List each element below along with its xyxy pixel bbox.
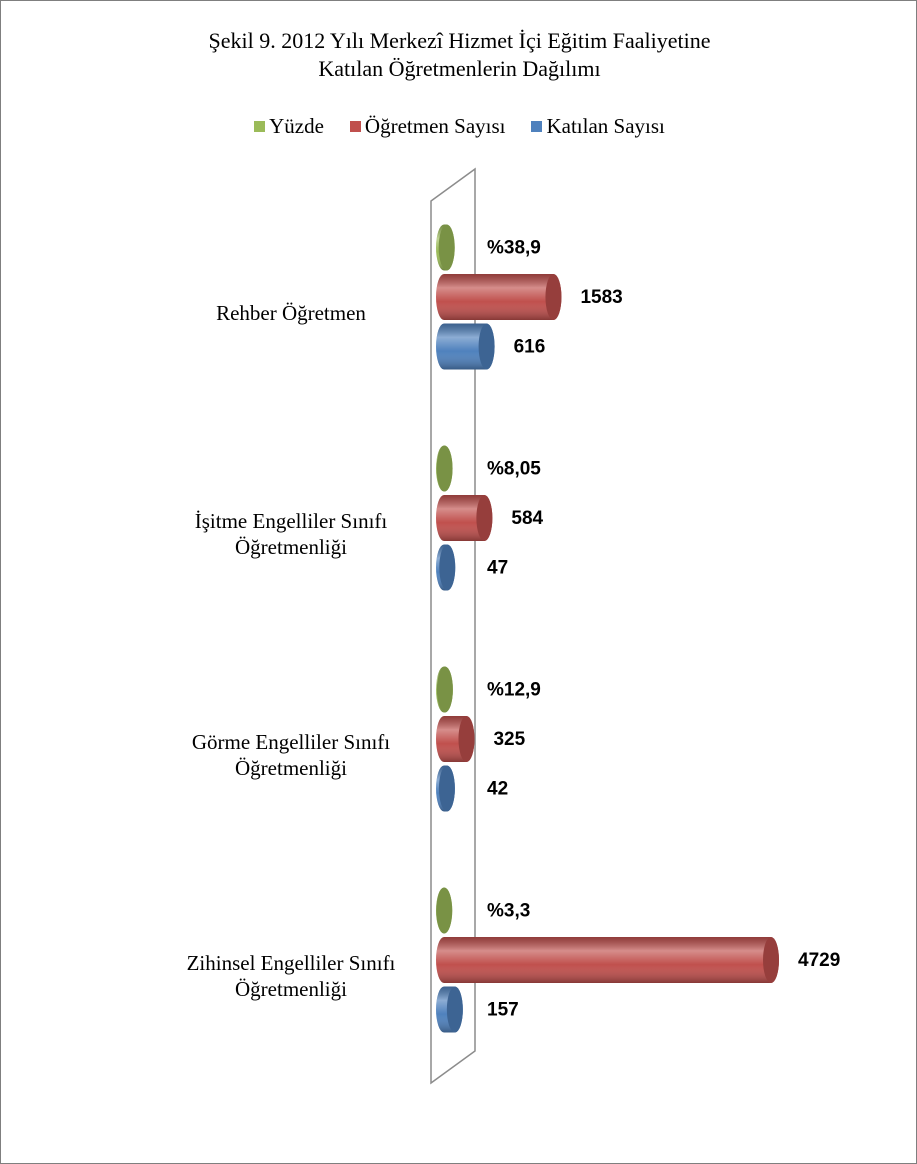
data-label: 325 [493,729,525,750]
category-label: Zihinsel Engelliler Sınıfı Öğretmenliği [186,951,396,1001]
legend-item: Öğretmen Sayısı [349,114,506,139]
bar-cap-shade [476,495,493,541]
data-label: 1583 [580,287,622,308]
bar-cap [438,224,455,271]
data-label: 42 [487,779,508,800]
data-label: 4729 [798,950,840,971]
bar-cap [439,544,456,591]
bar-cap-shade [436,445,453,492]
bar-cap-shade [439,544,456,591]
bar-cap-shade [478,323,495,370]
bar-cap [436,887,453,934]
legend-swatch [531,121,543,132]
legend-swatch [349,121,361,132]
bar-shade [436,274,562,320]
category-label: Görme Engelliler Sınıfı Öğretmenliği [191,730,391,780]
data-label: 584 [511,508,543,529]
bar-cap [545,274,562,320]
bar-cap [763,937,779,983]
bar-cap-shade [545,274,562,320]
bar-cap-shade [458,716,475,762]
bar-cap-shade [438,224,455,271]
legend-item: Yüzde [254,114,324,139]
legend-label: Öğretmen Sayısı [364,114,506,138]
data-label: 47 [487,558,508,579]
bar-cap [446,986,463,1033]
category-label: Rehber Öğretmen [216,301,366,325]
data-label: %3,3 [487,901,530,922]
data-label: %38,9 [487,238,541,259]
legend-label: Katılan Sayısı [546,114,665,138]
bar-cap-shade [438,765,455,812]
back-wall [430,167,476,1085]
data-label: %12,9 [487,680,541,701]
legend-swatch [254,121,266,132]
bar-cap [436,666,453,713]
chart-title: Şekil 9. 2012 Yılı Merkezî Hizmet İçi Eğ… [208,28,711,81]
bar-cap [478,323,495,370]
bar-shade [436,937,779,983]
data-label: %8,05 [487,459,541,480]
bar-cap-shade [436,887,453,934]
bar-cap-shade [446,986,463,1033]
data-label: 157 [487,1000,519,1021]
category-label: İşitme Engelliler Sınıfı Öğretmenliği [194,509,388,559]
bar-cap-shade [763,937,779,983]
bar-cap [438,765,455,812]
bar-cap [476,495,493,541]
bar-cap-shade [436,666,453,713]
data-label: 616 [514,337,546,358]
legend-item: Katılan Sayısı [531,114,665,139]
legend: Yüzde Öğretmen Sayısı Katılan Sayısı [1,114,917,139]
legend-label: Yüzde [269,114,324,138]
bar-cap [436,445,453,492]
bar-cap [458,716,475,762]
